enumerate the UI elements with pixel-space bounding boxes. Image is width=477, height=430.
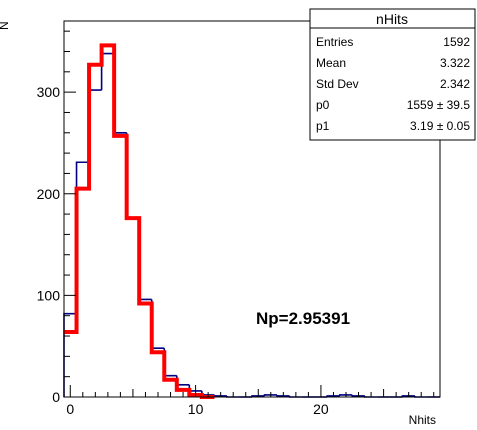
stats-value-p0: 1559 ± 39.5 — [407, 98, 471, 112]
y-tick-label: 100 — [37, 287, 61, 303]
stats-label-p0: p0 — [316, 98, 330, 112]
stats-label-stddev: Std Dev — [316, 77, 359, 91]
stats-value-p1: 3.19 ± 0.05 — [410, 119, 470, 133]
y-tick-label: 200 — [37, 186, 61, 202]
stats-box: nHits Entries 1592 Mean 3.322 Std Dev 2.… — [309, 8, 476, 141]
stats-label-entries: Entries — [316, 35, 353, 49]
y-tick-label: 0 — [52, 389, 60, 405]
histogram-bin — [276, 394, 290, 397]
x-tick-label: 0 — [66, 401, 74, 417]
x-axis-label: Nhits — [409, 413, 436, 427]
stats-label-p1: p1 — [316, 119, 330, 133]
stats-value-stddev: 2.342 — [440, 77, 470, 91]
stats-title: nHits — [376, 11, 408, 27]
fit-curve — [64, 43, 215, 399]
histogram-bin — [338, 394, 353, 396]
stats-value-mean: 3.322 — [440, 56, 470, 70]
y-axis-label: N — [0, 21, 11, 30]
x-tick-label: 10 — [188, 401, 204, 417]
y-tick-label: 300 — [37, 84, 61, 100]
stats-value-entries: 1592 — [443, 35, 470, 49]
plot-frame — [63, 20, 441, 398]
stats-label-mean: Mean — [316, 56, 346, 70]
histogram-bin — [263, 394, 278, 396]
x-tick-label: 20 — [313, 401, 329, 417]
histogram-bin — [351, 394, 365, 397]
np-annotation: Np=2.95391 — [256, 309, 350, 328]
